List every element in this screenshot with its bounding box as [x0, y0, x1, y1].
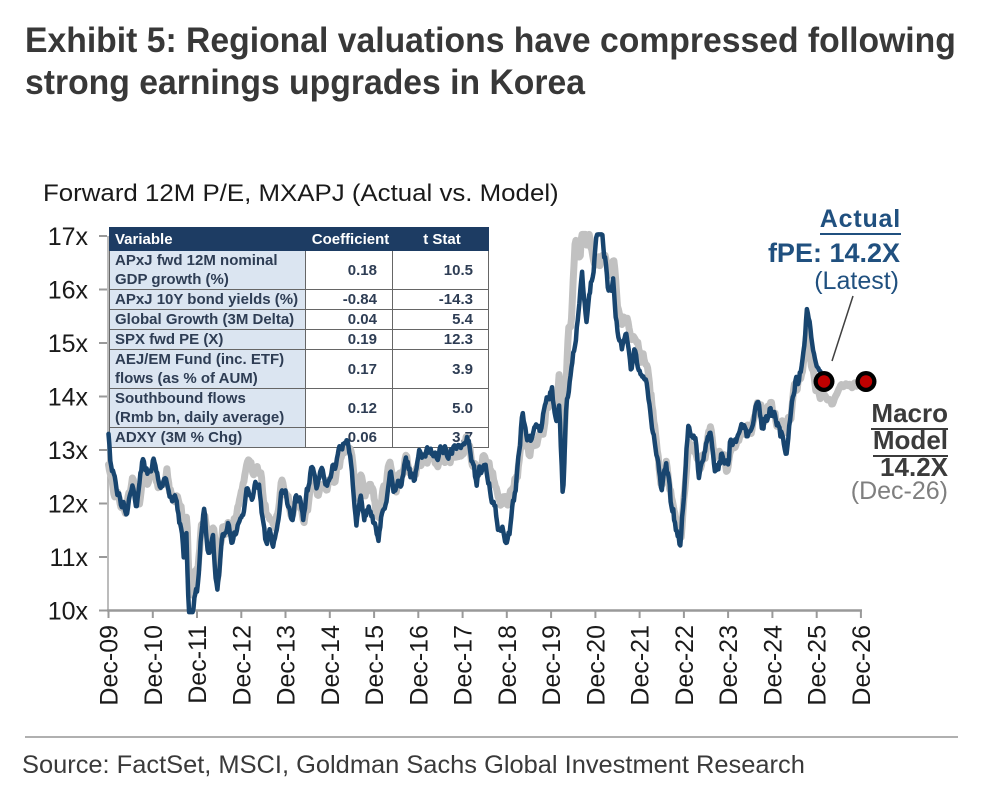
- svg-text:Dec-24: Dec-24: [759, 625, 787, 706]
- svg-text:Dec-22: Dec-22: [671, 625, 699, 706]
- svg-text:Dec-14: Dec-14: [317, 625, 345, 706]
- svg-text:12x: 12x: [48, 491, 89, 519]
- svg-text:Dec-13: Dec-13: [273, 625, 301, 706]
- svg-text:Dec-18: Dec-18: [494, 625, 522, 706]
- svg-text:17x: 17x: [48, 223, 89, 251]
- svg-text:Dec-25: Dec-25: [804, 625, 832, 706]
- svg-text:Dec-26: Dec-26: [848, 625, 876, 706]
- svg-text:Dec-21: Dec-21: [627, 625, 655, 706]
- svg-text:Dec-23: Dec-23: [715, 625, 743, 706]
- svg-text:10x: 10x: [48, 598, 89, 626]
- svg-text:Dec-11: Dec-11: [184, 625, 212, 704]
- svg-text:16x: 16x: [48, 277, 89, 305]
- svg-text:Dec-19: Dec-19: [538, 625, 566, 706]
- svg-text:11x: 11x: [50, 544, 89, 572]
- svg-text:Dec-09: Dec-09: [96, 625, 124, 706]
- svg-text:15x: 15x: [48, 330, 89, 358]
- svg-text:Dec-12: Dec-12: [228, 625, 256, 706]
- svg-text:Dec-20: Dec-20: [582, 625, 610, 706]
- svg-text:13x: 13x: [48, 437, 89, 465]
- svg-text:Dec-10: Dec-10: [140, 625, 168, 706]
- svg-text:Dec-17: Dec-17: [450, 625, 478, 706]
- svg-text:14x: 14x: [48, 384, 89, 412]
- svg-text:Dec-16: Dec-16: [405, 625, 433, 706]
- svg-text:Dec-15: Dec-15: [361, 625, 389, 706]
